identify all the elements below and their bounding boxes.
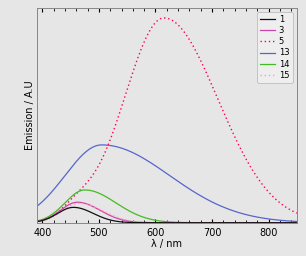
Line: 5: 5: [37, 18, 300, 221]
13: [65, 172, 69, 175]
Legend: 1, 3, 5, 13, 14, 15: 1, 3, 5, 13, 14, 15: [257, 12, 293, 83]
14: [80, 189, 84, 192]
1: [35, 220, 39, 223]
3: [147, 221, 151, 224]
13: [147, 160, 151, 163]
14: [293, 221, 297, 224]
3: [136, 221, 140, 224]
3: [264, 221, 268, 224]
5: [80, 186, 84, 189]
5: [293, 210, 297, 214]
15: [298, 221, 301, 224]
1: [147, 221, 151, 224]
13: [100, 143, 104, 146]
13: [80, 154, 84, 157]
Line: 14: 14: [37, 190, 300, 223]
14: [298, 221, 301, 224]
15: [264, 221, 268, 224]
3: [80, 201, 84, 204]
Y-axis label: Emission / A.U: Emission / A.U: [25, 80, 35, 150]
1: [264, 221, 268, 224]
Line: 3: 3: [37, 202, 300, 223]
Line: 1: 1: [37, 207, 300, 223]
5: [162, 16, 166, 19]
14: [264, 221, 268, 224]
5: [298, 213, 301, 216]
5: [264, 188, 268, 191]
3: [35, 220, 39, 223]
5: [147, 30, 151, 34]
13: [293, 220, 297, 223]
14: [83, 188, 87, 191]
3: [76, 201, 79, 204]
15: [147, 221, 151, 224]
13: [264, 217, 268, 220]
1: [293, 221, 297, 224]
14: [147, 217, 151, 220]
15: [65, 206, 69, 209]
3: [293, 221, 297, 224]
13: [298, 220, 301, 223]
5: [65, 202, 69, 205]
15: [293, 221, 297, 224]
14: [136, 214, 140, 217]
15: [80, 202, 84, 205]
1: [136, 221, 140, 224]
1: [65, 207, 69, 210]
14: [35, 219, 39, 222]
14: [65, 200, 69, 203]
13: [136, 154, 140, 157]
X-axis label: λ / nm: λ / nm: [151, 239, 182, 249]
15: [35, 220, 39, 223]
Line: 13: 13: [37, 145, 300, 222]
1: [298, 221, 301, 224]
3: [65, 204, 69, 207]
5: [35, 220, 39, 223]
Line: 15: 15: [37, 203, 300, 223]
5: [136, 57, 139, 60]
3: [298, 221, 301, 224]
15: [136, 220, 140, 223]
1: [72, 206, 75, 209]
13: [35, 205, 39, 208]
1: [80, 207, 84, 210]
15: [77, 202, 81, 205]
